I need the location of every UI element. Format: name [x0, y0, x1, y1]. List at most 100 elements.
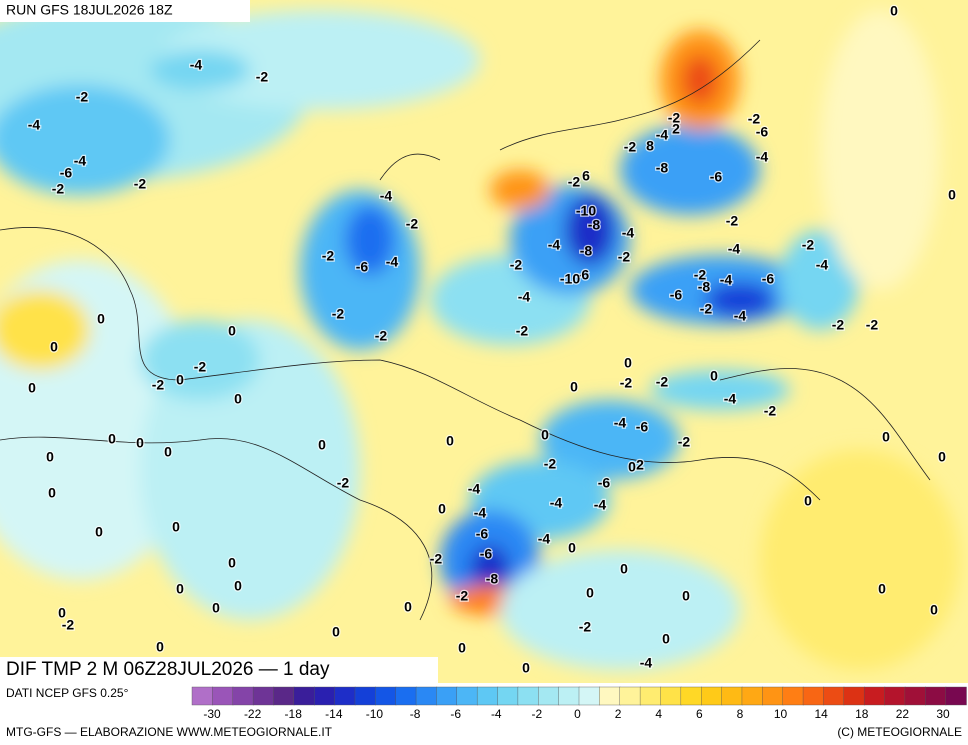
contour-label: 0 — [568, 540, 576, 556]
contour-label: -4 — [816, 257, 829, 273]
contour-label: -8 — [588, 217, 601, 233]
contour-label: 0 — [624, 355, 632, 371]
contour-label: -2 — [544, 456, 557, 472]
contour-label: -2 — [406, 216, 419, 232]
colorbar-swatch — [273, 686, 295, 706]
contour-label: -4 — [728, 241, 741, 257]
contour-label: 0 — [332, 624, 340, 640]
colorbar-swatch — [863, 686, 886, 706]
contour-label: -2 — [700, 301, 713, 317]
contour-label: 0 — [930, 602, 938, 618]
colorbar-label: -8 — [410, 707, 421, 721]
colorbar-swatch — [375, 686, 397, 706]
contour-label: -6 — [356, 259, 369, 275]
contour-label: -2 — [456, 588, 469, 604]
colorbar-swatch — [721, 686, 743, 706]
contour-label: 0 — [890, 3, 898, 19]
contour-label: 0 — [48, 485, 56, 501]
contour-label: -6 — [636, 419, 649, 435]
contour-label: 0 — [878, 581, 886, 597]
contour-label: 0 — [172, 519, 180, 535]
source-label: DATI NCEP GFS 0.25° — [6, 686, 129, 700]
colorbar-swatch — [945, 686, 967, 706]
contour-label: -4 — [518, 289, 531, 305]
colorbar-swatch — [395, 686, 417, 706]
contour-label: -4 — [622, 225, 635, 241]
contour-label: -2 — [694, 267, 707, 283]
colorbar-label: -10 — [366, 707, 384, 721]
temperature-field — [0, 0, 960, 670]
colorbar-swatch — [252, 686, 275, 706]
contour-label: -2 — [620, 375, 633, 391]
contour-label: 0 — [46, 449, 54, 465]
contour-label: 0 — [228, 323, 236, 339]
contour-label: -4 — [474, 505, 487, 521]
colorbar-swatch — [762, 686, 784, 706]
colorbar-swatch — [538, 686, 560, 706]
contour-label: -2 — [375, 328, 388, 344]
contour-label: -2 — [52, 181, 65, 197]
contour-label: 0 — [446, 433, 454, 449]
contour-label: -2 — [62, 617, 75, 633]
run-label: RUN GFS 18JUL2026 18Z — [6, 2, 173, 18]
contour-label: -4 — [724, 391, 737, 407]
contour-label: 0 — [882, 429, 890, 445]
contour-label: -4 — [640, 655, 653, 671]
colorbar-swatch — [456, 686, 478, 706]
colorbar-label: -2 — [532, 707, 543, 721]
contour-label: -2 — [832, 317, 845, 333]
colorbar-swatch — [232, 686, 254, 706]
colorbar-label: 14 — [814, 707, 828, 721]
contour-label: -2 — [256, 69, 269, 85]
contour-label: 0 — [628, 459, 636, 475]
colorbar-swatch — [578, 686, 601, 706]
contour-label: -4 — [190, 57, 203, 73]
colorbar-label: 4 — [655, 707, 662, 721]
colorbar-swatch — [415, 686, 438, 706]
contour-label: 0 — [458, 640, 466, 656]
contour-label: -2 — [510, 257, 523, 273]
contour-label: -2 — [866, 317, 879, 333]
colorbar-swatch — [558, 686, 580, 706]
colorbar-swatch — [741, 686, 764, 706]
title-box — [0, 657, 438, 683]
contour-label: 0 — [234, 578, 242, 594]
colorbar-swatch — [904, 686, 926, 706]
colorbar-label: 22 — [896, 707, 910, 721]
colorbar-label: -14 — [325, 707, 343, 721]
contour-label: -2 — [624, 139, 637, 155]
colorbar-label: 8 — [737, 707, 744, 721]
colorbar-label: 0 — [574, 707, 581, 721]
contour-label: -2 — [726, 213, 739, 229]
contour-label: -6 — [480, 546, 493, 562]
contour-label: -2 — [579, 619, 592, 635]
colorbar-swatch — [823, 686, 845, 706]
contour-label: -4 — [734, 308, 747, 324]
contour-label: -4 — [468, 481, 481, 497]
contour-label: -2 — [152, 377, 165, 393]
colorbar-swatch — [436, 686, 458, 706]
colorbar-swatch — [782, 686, 804, 706]
contour-label: -4 — [550, 495, 563, 511]
contour-label: 0 — [710, 368, 718, 384]
colorbar-swatch — [517, 686, 539, 706]
colorbar-label: 2 — [615, 707, 622, 721]
contour-label: -6 — [577, 267, 590, 283]
colorbar-swatch — [191, 686, 214, 706]
contour-label: -4 — [594, 497, 607, 513]
contour-label: -6 — [476, 526, 489, 542]
contour-label: 0 — [28, 380, 36, 396]
contour-label: 0 — [948, 187, 956, 203]
contour-label: -6 — [60, 165, 73, 181]
contour-label: 0 — [212, 600, 220, 616]
contour-label: -4 — [548, 237, 561, 253]
contour-label: -4 — [756, 149, 769, 165]
contour-label: 0 — [318, 437, 326, 453]
colorbar-swatch — [293, 686, 315, 706]
colorbar-label: 10 — [774, 707, 788, 721]
contour-label: 0 — [938, 449, 946, 465]
contour-label: -2 — [337, 475, 350, 491]
contour-label: -2 — [322, 248, 335, 264]
